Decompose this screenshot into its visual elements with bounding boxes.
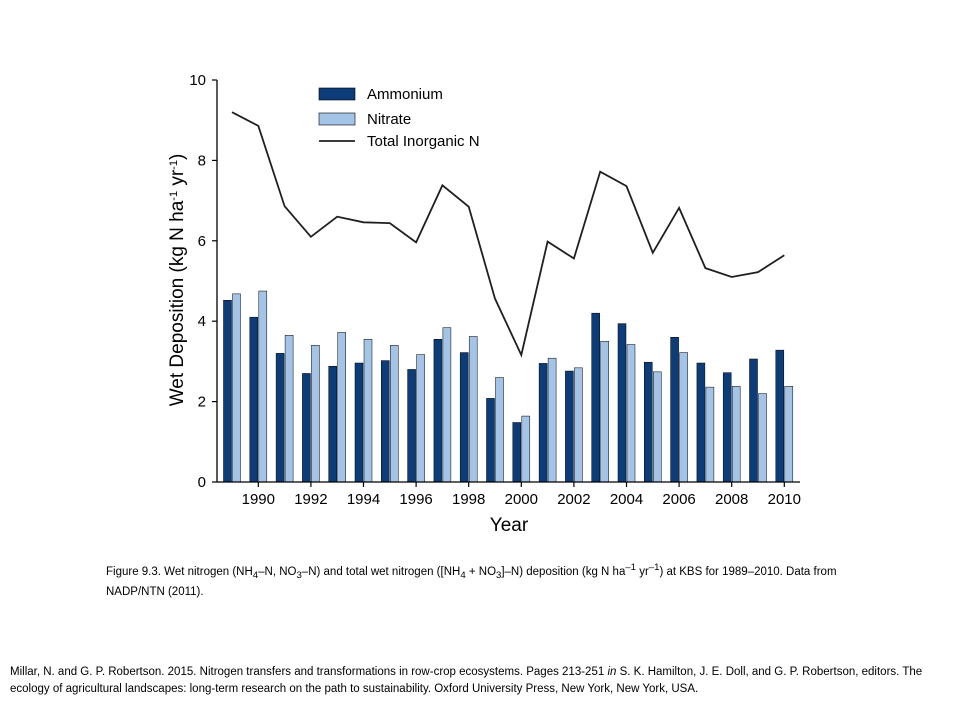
nitrate-bar-1989 — [232, 293, 241, 483]
y-axis-title: Wet Deposition (kg N ha-1 yr-1) — [167, 154, 188, 407]
ammonium-bar-1995 — [381, 360, 390, 483]
ammonium-bar-1994 — [354, 362, 364, 483]
nitrate-bar-2001 — [547, 357, 557, 483]
ammonium-bar-1998 — [459, 352, 469, 483]
ammonium-bar-1999 — [486, 398, 495, 483]
ammonium-bar-2009 — [749, 358, 758, 483]
nitrate-bar-1993 — [337, 332, 346, 483]
legend: Ammonium Nitrate Total Inorganic N — [318, 86, 480, 150]
nitrate-bar-2002 — [574, 367, 583, 483]
nitrate-bar-1992 — [311, 345, 320, 483]
nitrate-bar-1997 — [442, 327, 452, 483]
x-tick-label-1996: 1996 — [399, 491, 432, 508]
ammonium-bar-1993 — [328, 365, 337, 483]
y-tick-label-6: 6 — [198, 233, 206, 250]
nitrate-bar-1996 — [416, 354, 425, 483]
ammonium-bar-2001 — [538, 363, 548, 483]
total-inorganic-n-line — [231, 111, 785, 358]
ammonium-bar-2003 — [591, 312, 600, 483]
x-tick-label-1994: 1994 — [347, 491, 380, 508]
nitrate-bar-1995 — [390, 345, 399, 483]
x-tick-label-2006: 2006 — [662, 491, 695, 508]
y-tick-label-2: 2 — [198, 394, 206, 411]
y-tick-label-10: 10 — [189, 72, 206, 89]
nitrate-bar-2006 — [679, 352, 688, 483]
nitrate-bar-2009 — [758, 393, 767, 483]
ammonium-bar-2004 — [617, 323, 627, 483]
legend-swatch-nitrate — [318, 112, 356, 126]
nitrate-bar-2004 — [626, 344, 636, 483]
nitrate-bar-1991 — [284, 335, 294, 483]
nitrate-bar-2005 — [653, 371, 662, 483]
nitrate-bar-2003 — [600, 341, 609, 483]
nitrate-bar-1999 — [495, 377, 504, 483]
ammonium-bar-2010 — [775, 349, 785, 483]
x-tick-label-1990: 1990 — [242, 491, 275, 508]
x-tick-label-2010: 2010 — [768, 491, 801, 508]
y-tick-label-4: 4 — [198, 313, 206, 330]
x-tick-label-2004: 2004 — [610, 491, 643, 508]
legend-swatch-ammonium — [318, 87, 356, 101]
ammonium-bar-2007 — [696, 362, 706, 483]
ammonium-bar-1996 — [407, 369, 416, 483]
citation: Millar, N. and G. P. Robertson. 2015. Ni… — [10, 666, 923, 695]
ammonium-bar-2006 — [670, 337, 679, 483]
ammonium-bar-1990 — [249, 316, 259, 483]
x-axis-title: Year — [490, 515, 529, 536]
y-tick-label-0: 0 — [198, 474, 206, 491]
ammonium-bar-1989 — [223, 300, 232, 483]
nitrate-bar-1990 — [258, 290, 268, 483]
x-tick-label-1998: 1998 — [452, 491, 485, 508]
nitrate-bar-2010 — [784, 386, 794, 483]
nitrate-bar-1994 — [363, 339, 373, 483]
x-tick-group: 1990 1992 1994 1996 1998 2000 2002 2004 2006 2008… — [242, 482, 801, 508]
y-tick-label-8: 8 — [198, 152, 206, 169]
nitrate-bar-1998 — [468, 336, 478, 483]
legend-label-total: Total Inorganic N — [367, 133, 480, 150]
x-tick-label-1992: 1992 — [294, 491, 327, 508]
x-tick-label-2008: 2008 — [715, 491, 748, 508]
ammonium-bar-2002 — [565, 370, 574, 483]
nitrate-bar-2007 — [705, 386, 715, 483]
nitrate-bar-2008 — [731, 386, 741, 483]
legend-label-ammonium: Ammonium — [367, 86, 443, 103]
ammonium-bar-1997 — [433, 339, 443, 483]
deposition-chart: 0 2 4 6 8 10 1990 1992 1994 1996 1998 2000 2002 2004… — [167, 72, 801, 536]
ammonium-bar-2008 — [722, 372, 732, 483]
y-tick-group: 0 2 4 6 8 10 — [189, 72, 217, 491]
ammonium-bar-2000 — [512, 422, 522, 483]
figure-caption: Figure 9.3. Wet nitrogen (NH4–N, NO3–N) … — [106, 562, 837, 599]
ammonium-bar-2005 — [644, 361, 653, 483]
x-tick-label-2002: 2002 — [557, 491, 590, 508]
ammonium-bar-1991 — [275, 353, 285, 483]
ammonium-bar-1992 — [302, 373, 311, 483]
x-tick-label-2000: 2000 — [505, 491, 538, 508]
nitrate-bar-2000 — [521, 415, 531, 483]
bar-group — [223, 290, 794, 483]
legend-label-nitrate: Nitrate — [367, 111, 411, 128]
